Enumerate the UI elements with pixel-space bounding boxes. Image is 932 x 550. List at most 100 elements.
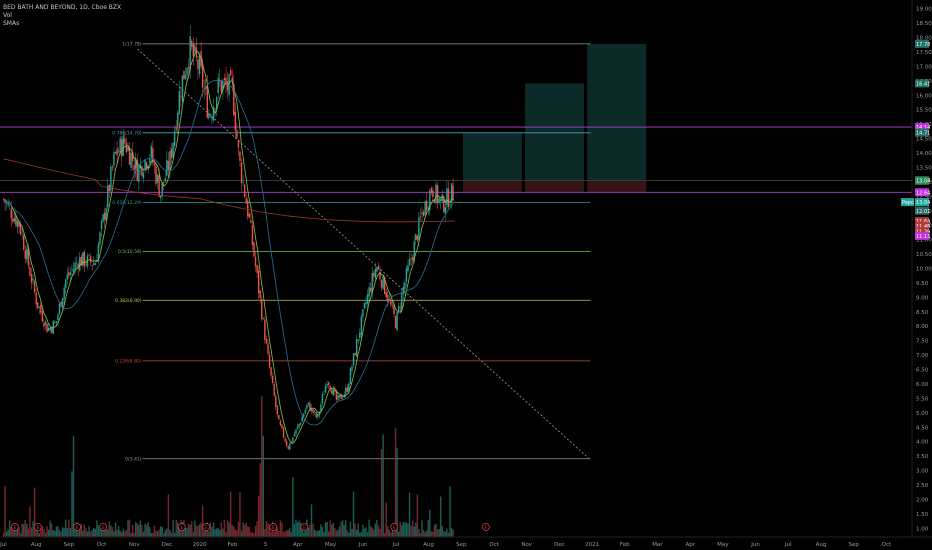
volume-bar [158,529,160,537]
candle-body [122,135,124,156]
volume-bar [439,496,442,537]
candle-body [360,316,363,335]
volume-bar [145,525,148,537]
volume-bar [29,506,31,537]
candle-body [80,257,82,266]
volume-bar [452,529,454,537]
volume-bar [86,531,89,537]
volume-bar [278,531,280,537]
earnings-marker: E [73,523,81,531]
volume-indicator-label[interactable]: Vol [3,12,12,19]
volume-bar [124,531,126,537]
candle-body [267,343,269,354]
candle-body [338,395,341,398]
volume-bar [299,522,302,537]
volume-bar [332,522,335,537]
axis-price-tag [915,227,929,236]
price-axis-tick: 19.00 [916,7,932,13]
volume-bar [5,531,8,537]
candle-body [159,195,162,199]
candle-body [315,412,317,418]
volume-bar [93,527,95,537]
candle-body [363,303,366,308]
volume-bar [192,531,195,537]
candle-body [97,244,100,262]
candle-body [110,166,112,191]
candle-body [71,269,73,271]
price-axis-tick: 18.00 [916,36,932,42]
earnings-marker-circle [390,523,399,531]
volume-bar [214,529,216,537]
candle-body [145,162,148,169]
price-axis-tick: 5.50 [916,396,929,402]
sma-mid-line [3,79,454,426]
sma-indicator-label[interactable]: SMAs [3,20,20,27]
candle-body [390,300,392,305]
candle-body [63,287,65,299]
volume-bar [142,531,145,537]
candle-body [175,126,177,131]
candle-body [135,158,137,169]
volume-bar [135,522,137,537]
candle-body [391,305,394,307]
candle-body [327,382,330,385]
candle-body [424,201,426,214]
long-position-stop-zone [587,180,647,193]
volume-bar [337,529,339,537]
volume-bar [153,525,156,537]
time-axis-tick: Dec [554,542,565,548]
axis-price-tag [915,221,929,230]
candle-body [226,81,229,91]
candle-body [149,158,151,164]
time-axis-tick: Aug [31,542,42,548]
candle-body [57,314,59,320]
volume-bar [275,528,277,537]
candle-body [138,165,140,182]
candle-body [103,212,106,220]
axis-price-tag [915,188,929,197]
candle-body [121,139,123,157]
price-axis-tick: 4.00 [916,440,929,446]
candle-body [355,339,358,357]
volume-bar [89,531,92,537]
volume-bar [231,524,233,537]
time-axis-tick: Jun [750,542,760,548]
volume-bar [334,528,336,537]
volume-bar [418,529,420,537]
candle-body [268,354,271,368]
volume-bar [430,531,433,537]
candle-body [236,130,238,138]
candle-body [259,290,261,299]
candle-body [446,188,448,206]
volume-bar [383,532,386,537]
time-axis-tick: 2021 [585,542,599,548]
volume-bar [9,520,11,537]
candle-body [10,208,12,219]
candle-body [113,152,115,166]
candle-body [65,279,67,288]
volume-bar [348,532,350,537]
volume-bar [200,522,202,537]
candle-body [250,220,252,223]
candle-body [301,416,303,422]
earnings-marker-circle [177,523,186,531]
price-axis-tick: 12.50 [916,194,932,200]
volume-bar [447,532,450,537]
candle-body [401,292,403,311]
candle-body [9,205,11,207]
candle-body [396,311,398,331]
axis-price-tag-text: 14.71 [916,131,930,137]
candle-body [346,387,349,392]
volume-bar [391,526,394,537]
candle-body [345,387,347,394]
volume-bar [2,532,5,537]
candle-body [172,142,174,157]
volume-bar [310,504,313,537]
candle-body [393,304,395,315]
candle-body [257,270,260,293]
axis-price-tag [915,79,929,88]
axis-price-tag [915,206,929,215]
candle-body [430,188,433,194]
volume-bar [421,520,423,537]
